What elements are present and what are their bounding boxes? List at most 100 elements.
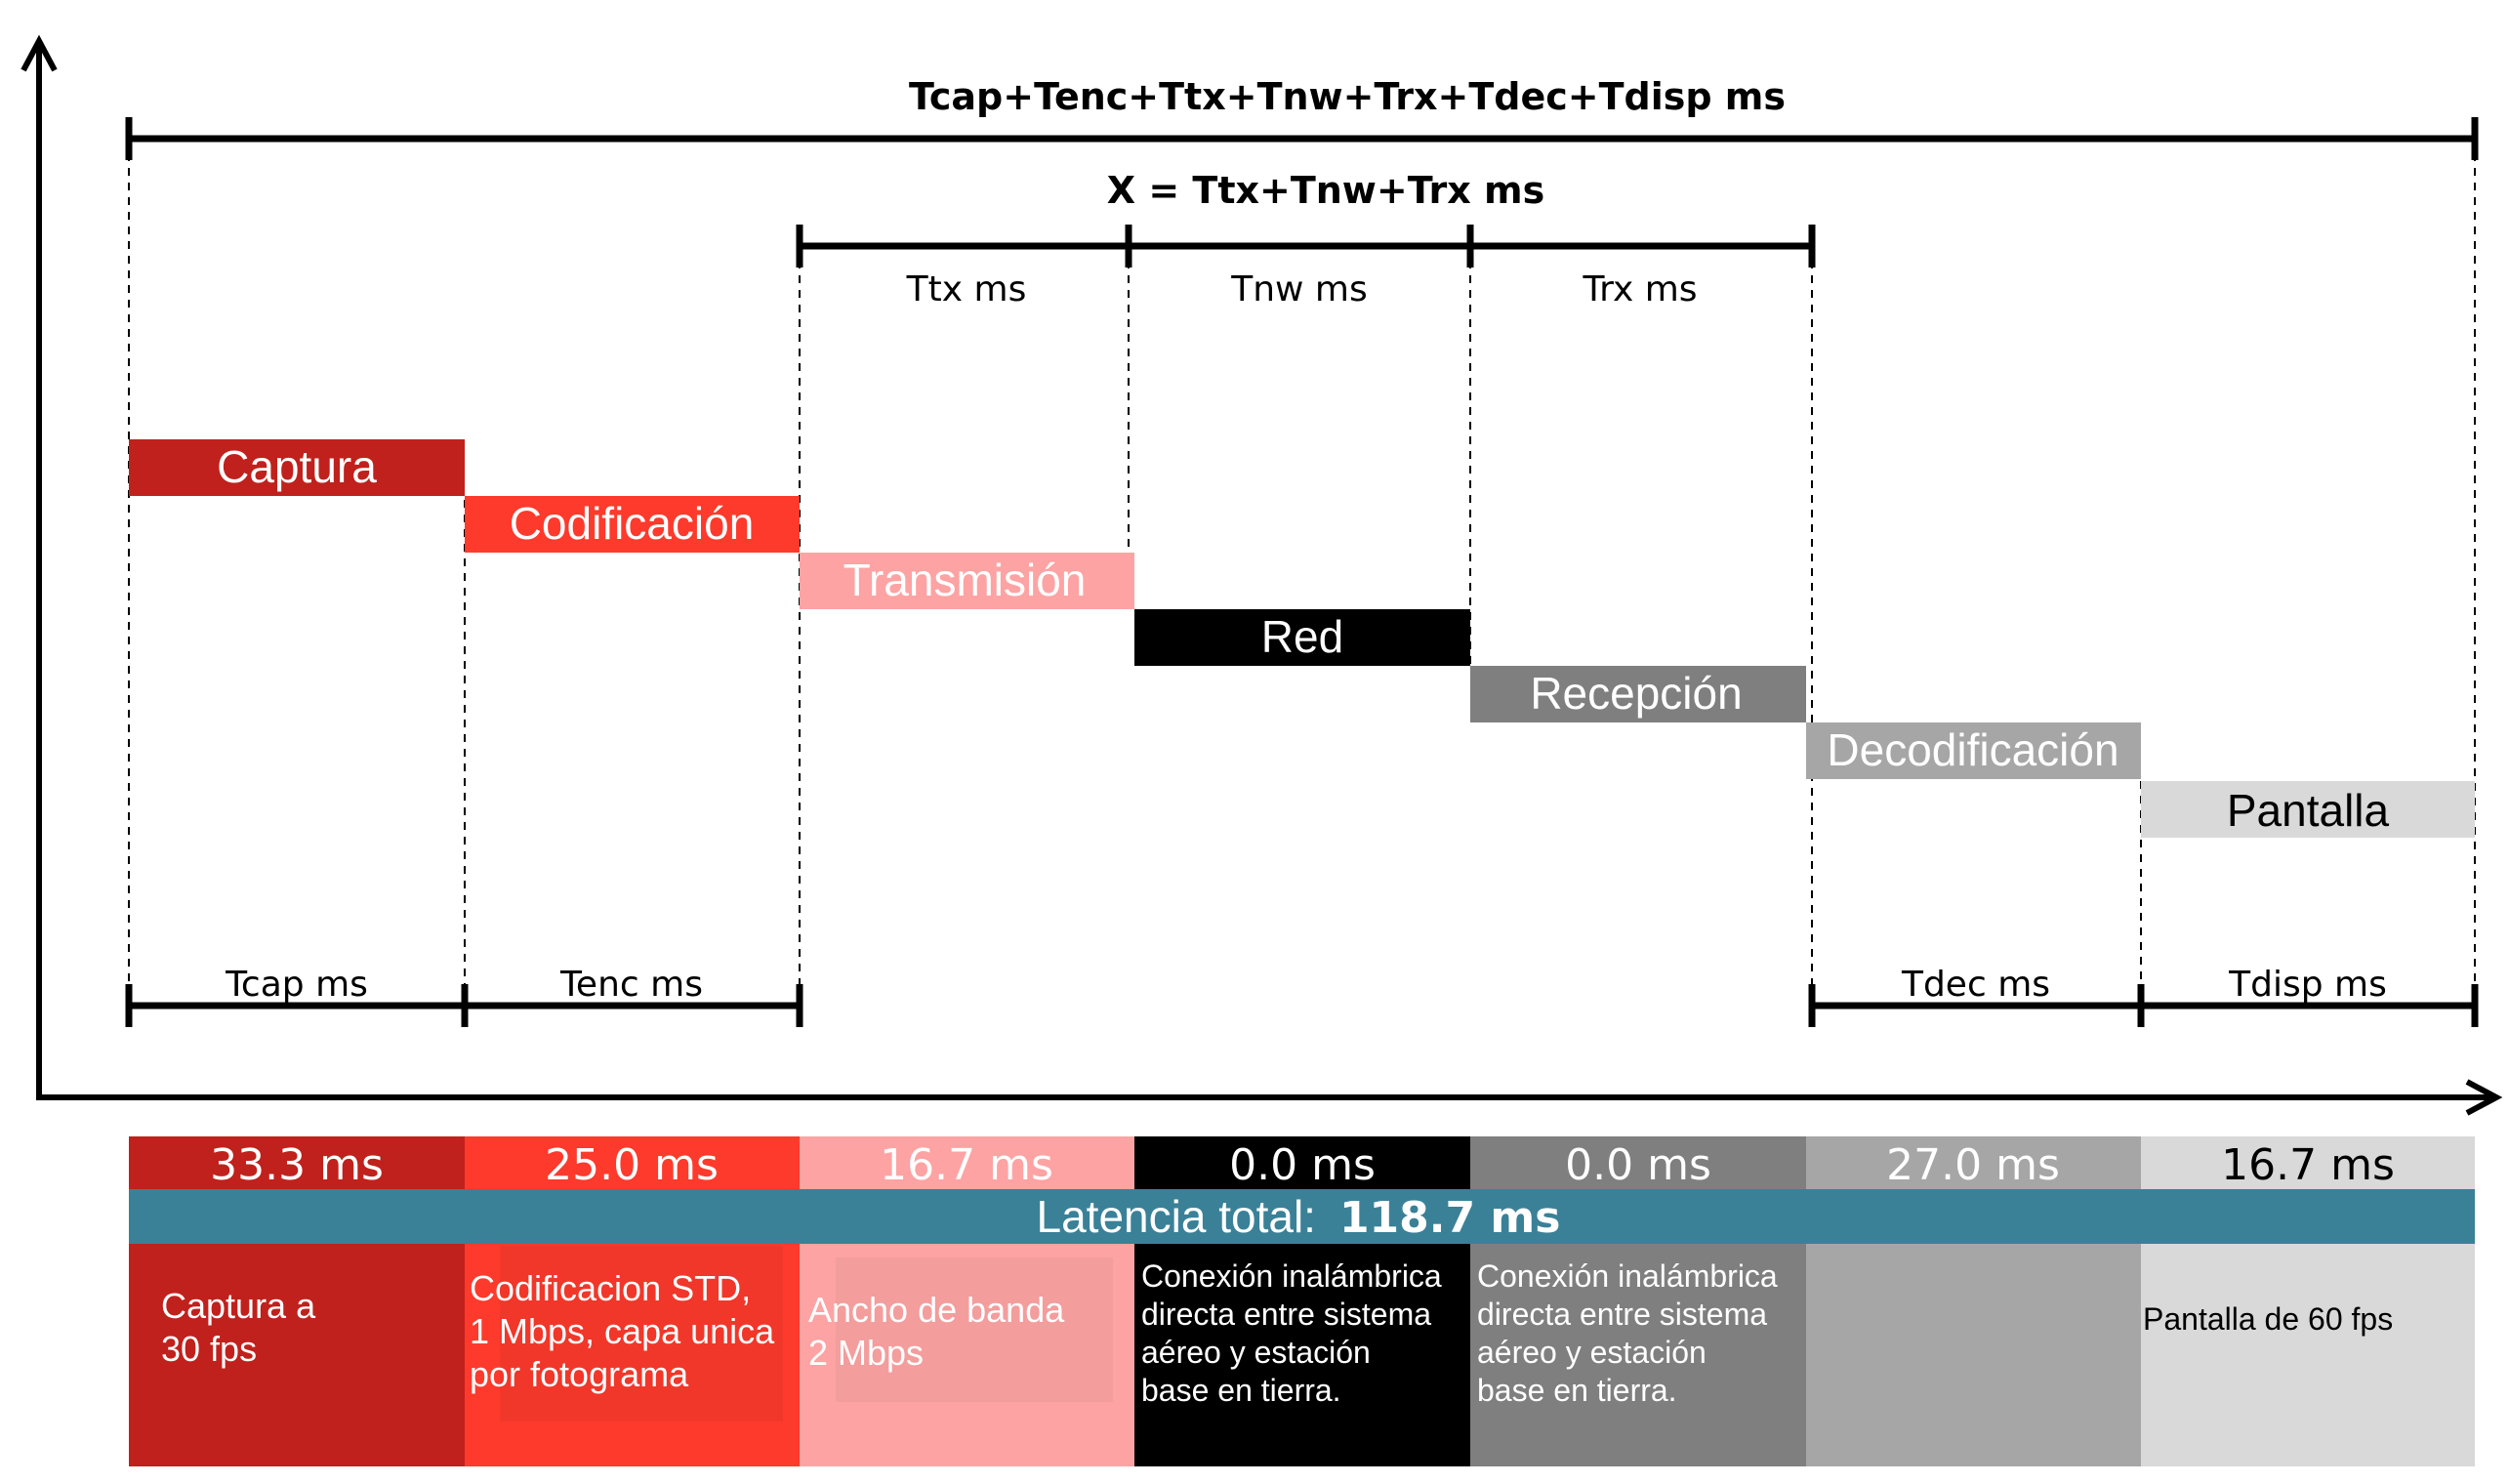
description-cell-decodificacion: [1806, 1240, 2141, 1466]
stage-bar-pantalla: Pantalla: [2141, 781, 2475, 838]
description-cell-fill: [1470, 1240, 1806, 1466]
stage-bar-decodificacion: Decodificación: [1806, 722, 2141, 779]
description-line: directa entre sistema: [1477, 1297, 1767, 1332]
total-formula: Tcap+Tenc+Ttx+Tnw+Trx+Tdec+Tdisp ms: [909, 75, 1786, 118]
description-line: aéreo y estación: [1477, 1335, 1707, 1370]
total-latency-value: 118.7 ms: [1339, 1193, 1561, 1243]
description-cell-recepcion: Conexión inalámbrica directa entre sistem…: [1470, 1240, 1806, 1466]
stage-bars: Captura Codificación Transmisión Red Rec…: [129, 439, 2475, 838]
timing-cell-decodificacion: 27.0 ms: [1806, 1136, 2141, 1193]
description-text: Codificacion STD, 1 Mbps, capa unica por f…: [470, 1268, 775, 1394]
description-line: 2 Mbps: [808, 1333, 924, 1373]
timing-cell-captura: 33.3 ms: [129, 1136, 465, 1193]
dashed-guides: [128, 139, 2476, 1006]
description-text: Captura a 30 fps: [161, 1286, 316, 1369]
stage-bar-fill: [2141, 781, 2475, 838]
timing-cell-fill: [1134, 1136, 1470, 1193]
ttx-label: Ttx ms: [906, 269, 1027, 309]
stage-bar-label: Codificación: [510, 498, 755, 549]
total-latency-fill: [129, 1189, 2475, 1244]
description-line: base en tierra.: [1141, 1373, 1341, 1408]
timing-row: 33.3 ms 25.0 ms 16.7 ms 0.0 ms 0.0 ms 27…: [129, 1136, 2475, 1193]
bottom-brackets: [125, 984, 2479, 1027]
stage-bar-label: Red: [1261, 611, 1343, 662]
description-line: Captura a: [161, 1286, 316, 1326]
x-axis-arrow-icon: [2465, 1079, 2503, 1116]
description-cell-captura: Captura a 30 fps: [129, 1240, 465, 1466]
description-text: Conexión inalámbrica directa entre sistem…: [1477, 1258, 1778, 1408]
stage-bar-fill: [465, 496, 800, 553]
trx-label: Trx ms: [1582, 269, 1697, 309]
timing-cell-fill: [2141, 1136, 2475, 1193]
tnw-label: Tnw ms: [1230, 269, 1368, 309]
description-cell-red: Conexión inalámbrica directa entre sistem…: [1134, 1240, 1470, 1466]
description-text: Pantalla de 60 fps: [2143, 1301, 2393, 1337]
description-text: Conexión inalámbrica directa entre sistem…: [1141, 1258, 1442, 1408]
total-latency-band: Latencia total: 118.7 ms: [129, 1189, 2475, 1244]
description-cell-fill: [1806, 1240, 2141, 1466]
x-bracket: [796, 225, 1816, 268]
description-line: Codificacion STD,: [470, 1268, 751, 1308]
description-highlight: [500, 1246, 783, 1422]
timing-cell-recepcion: 0.0 ms: [1470, 1136, 1806, 1193]
timing-cell-fill: [1806, 1136, 2141, 1193]
stage-bar-fill: [1806, 722, 2141, 779]
timing-cell-red: 0.0 ms: [1134, 1136, 1470, 1193]
stage-bar-fill: [1470, 666, 1806, 722]
description-highlight: [836, 1257, 1113, 1402]
description-text: Ancho de banda 2 Mbps: [808, 1290, 1065, 1373]
stage-bar-label: Pantalla: [2227, 785, 2390, 836]
stage-bar-label: Recepción: [1530, 668, 1742, 719]
timing-value: 25.0 ms: [545, 1140, 719, 1190]
total-latency-label: Latencia total:: [1037, 1191, 1316, 1242]
stage-bar-captura: Captura: [129, 439, 465, 496]
timing-cell-codificacion: 25.0 ms: [465, 1136, 800, 1193]
description-line: 30 fps: [161, 1329, 257, 1369]
tenc-label: Tenc ms: [559, 965, 703, 1005]
description-cell-pantalla: Pantalla de 60 fps: [2141, 1240, 2475, 1466]
description-line: directa entre sistema: [1141, 1297, 1431, 1332]
x-formula: X = Ttx+Tnw+Trx ms: [1107, 169, 1544, 212]
tdec-label: Tdec ms: [1901, 965, 2050, 1005]
stage-bar-recepcion: Recepción: [1470, 666, 1806, 722]
stage-bar-fill: [129, 439, 465, 496]
description-cell-transmision: Ancho de banda 2 Mbps: [800, 1240, 1134, 1466]
description-row: Captura a 30 fps Codificacion STD, 1 Mbps,…: [129, 1240, 2475, 1466]
description-cell-fill: [129, 1240, 465, 1466]
timing-cell-fill: [129, 1136, 465, 1193]
stage-bar-fill: [1134, 609, 1470, 666]
description-line: 1 Mbps, capa unica: [470, 1311, 775, 1351]
tcap-label: Tcap ms: [225, 965, 368, 1005]
timing-cell-transmision: 16.7 ms: [800, 1136, 1134, 1193]
timing-value: 16.7 ms: [880, 1140, 1053, 1190]
stage-bar-label: Captura: [217, 441, 377, 492]
stage-bar-label: Transmisión: [843, 555, 1087, 605]
total-latency-text: Latencia total: 118.7 ms: [1037, 1191, 1561, 1243]
stage-bar-fill: [800, 553, 1134, 609]
timing-value: 0.0 ms: [1565, 1140, 1711, 1190]
timing-value: 27.0 ms: [1886, 1140, 2060, 1190]
timing-value: 16.7 ms: [2221, 1140, 2395, 1190]
total-bracket: [125, 117, 2479, 160]
timing-cell-pantalla: 16.7 ms: [2141, 1136, 2475, 1193]
stage-bar-red: Red: [1134, 609, 1470, 666]
stage-bar-transmision: Transmisión: [800, 553, 1134, 609]
timing-cell-fill: [465, 1136, 800, 1193]
timing-value: 33.3 ms: [210, 1140, 384, 1190]
description-cell-fill: [1134, 1240, 1470, 1466]
description-line: por fotograma: [470, 1354, 689, 1394]
description-line: Conexión inalámbrica: [1477, 1258, 1778, 1294]
tdisp-label: Tdisp ms: [2228, 965, 2387, 1005]
stage-bar-codificacion: Codificación: [465, 496, 800, 553]
y-axis-arrow-icon: [21, 34, 58, 72]
description-line: Ancho de banda: [808, 1290, 1065, 1330]
description-cell-fill: [2141, 1240, 2475, 1466]
timing-cell-fill: [1470, 1136, 1806, 1193]
description-line: Conexión inalámbrica: [1141, 1258, 1442, 1294]
timing-value: 0.0 ms: [1229, 1140, 1376, 1190]
description-line: base en tierra.: [1477, 1373, 1677, 1408]
timing-cell-fill: [800, 1136, 1134, 1193]
axes: [21, 34, 2503, 1116]
description-line: aéreo y estación: [1141, 1335, 1371, 1370]
